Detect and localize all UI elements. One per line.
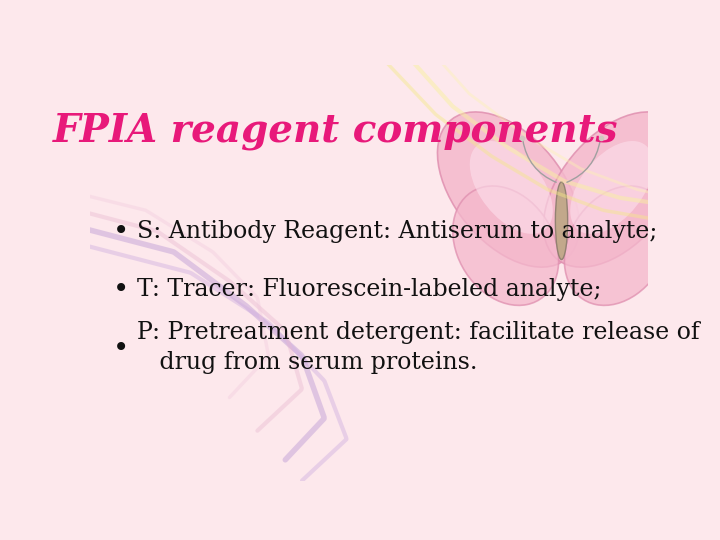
Ellipse shape bbox=[570, 141, 653, 234]
Text: •: • bbox=[112, 334, 129, 362]
Text: P: Pretreatment detergent: facilitate release of
   drug from serum proteins.: P: Pretreatment detergent: facilitate re… bbox=[138, 321, 700, 374]
Text: •: • bbox=[112, 275, 129, 303]
Ellipse shape bbox=[555, 182, 567, 260]
Ellipse shape bbox=[544, 112, 685, 267]
Text: S: Antibody Reagent: Antiserum to analyte;: S: Antibody Reagent: Antiserum to analyt… bbox=[138, 220, 658, 242]
Text: T: Tracer: Fluorescein-labeled analyte;: T: Tracer: Fluorescein-labeled analyte; bbox=[138, 278, 602, 301]
Ellipse shape bbox=[469, 141, 553, 234]
Ellipse shape bbox=[438, 112, 580, 267]
Ellipse shape bbox=[564, 186, 670, 306]
Text: FPIA reagent components: FPIA reagent components bbox=[53, 112, 618, 150]
Ellipse shape bbox=[453, 186, 559, 306]
Text: •: • bbox=[112, 217, 129, 245]
